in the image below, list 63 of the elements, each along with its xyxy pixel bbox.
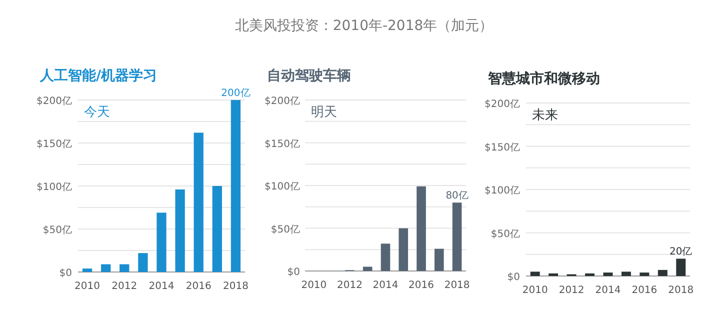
x-tick-label: 2014 — [595, 285, 621, 296]
y-tick-label: $0 — [59, 268, 72, 279]
y-tick-label: $200亿 — [36, 96, 72, 107]
x-tick-label: 2010 — [522, 285, 548, 296]
y-tick-label: $50亿 — [270, 224, 300, 236]
bar — [658, 270, 668, 276]
y-tick-label: $100亿 — [36, 182, 72, 193]
y-tick-label: $50亿 — [490, 228, 520, 240]
x-tick-label: 2018 — [222, 281, 248, 292]
bar — [194, 132, 204, 272]
x-tick-label: 2010 — [74, 281, 100, 292]
bar — [585, 273, 595, 276]
x-tick-label: 2016 — [186, 281, 212, 292]
text: 北美风投投资：2010年-2018年（加元） — [234, 18, 494, 34]
y-tick-label: $100亿 — [484, 186, 520, 196]
y-tick-label: $200亿 — [484, 99, 520, 110]
x-tick-label: 2018 — [444, 280, 470, 291]
x-tick-label: 2012 — [336, 280, 362, 291]
bar — [82, 268, 92, 272]
bar — [603, 272, 613, 276]
bar — [621, 272, 631, 276]
annotation: 今天 — [84, 105, 110, 120]
bar — [156, 212, 166, 272]
y-tick-label: $150亿 — [484, 142, 520, 154]
chart-title: 智慧城市和微移动 — [487, 70, 600, 87]
x-tick-label: 2012 — [558, 285, 584, 296]
chart-title: 自动驾驶车辆 — [267, 67, 351, 84]
bar — [362, 266, 372, 271]
bar — [101, 264, 111, 272]
bar — [452, 202, 462, 271]
y-tick-label: $200亿 — [264, 96, 300, 107]
annotation: 未来 — [532, 108, 558, 123]
y-tick-label: $150亿 — [36, 139, 72, 150]
x-tick-label: 2016 — [632, 285, 658, 296]
data-label: 80亿 — [446, 190, 468, 202]
x-tick-label: 2018 — [668, 285, 694, 296]
bar — [676, 258, 686, 276]
bar — [212, 186, 222, 272]
y-tick-label: $100亿 — [264, 182, 300, 192]
x-tick-label: 2012 — [112, 281, 138, 292]
x-tick-label: 2014 — [372, 280, 398, 291]
annotation: 明天 — [311, 105, 337, 120]
x-tick-label: 2016 — [408, 280, 434, 291]
bar — [120, 264, 130, 272]
y-tick-label: $0 — [507, 272, 520, 283]
chart-title: 人工智能/机器学习 — [39, 68, 158, 84]
y-tick-label: $0 — [287, 267, 300, 278]
x-tick-label: 2010 — [301, 280, 327, 291]
bar — [230, 100, 241, 272]
bar — [530, 272, 540, 276]
bar — [175, 189, 185, 272]
data-label: 20亿 — [670, 246, 692, 258]
data-label: 200亿 — [221, 88, 250, 99]
bar — [434, 248, 444, 271]
x-tick-label: 2014 — [148, 281, 174, 292]
bar — [398, 228, 408, 271]
bar — [138, 253, 148, 272]
bar — [548, 273, 558, 276]
bar — [416, 186, 426, 271]
y-tick-label: $50亿 — [42, 225, 72, 236]
bar — [640, 272, 650, 276]
y-tick-label: $150亿 — [264, 138, 300, 150]
bar — [380, 244, 390, 271]
